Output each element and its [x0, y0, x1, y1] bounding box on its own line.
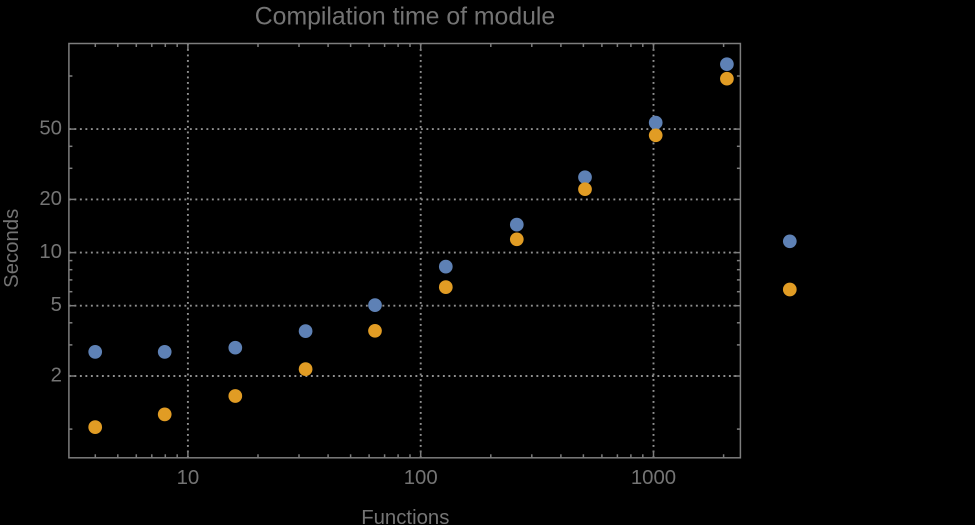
svg-text:100: 100 — [404, 467, 438, 489]
svg-text:20: 20 — [39, 188, 62, 210]
svg-text:10: 10 — [39, 241, 62, 263]
svg-text:Compilation time of module: Compilation time of module — [255, 3, 555, 30]
svg-text:50: 50 — [39, 118, 62, 140]
svg-text:2: 2 — [51, 365, 62, 387]
svg-text:1000: 1000 — [631, 467, 676, 489]
svg-text:Functions: Functions — [361, 507, 449, 525]
svg-text:10: 10 — [177, 467, 200, 489]
svg-text:Seconds: Seconds — [1, 209, 23, 288]
svg-text:5: 5 — [51, 294, 62, 316]
